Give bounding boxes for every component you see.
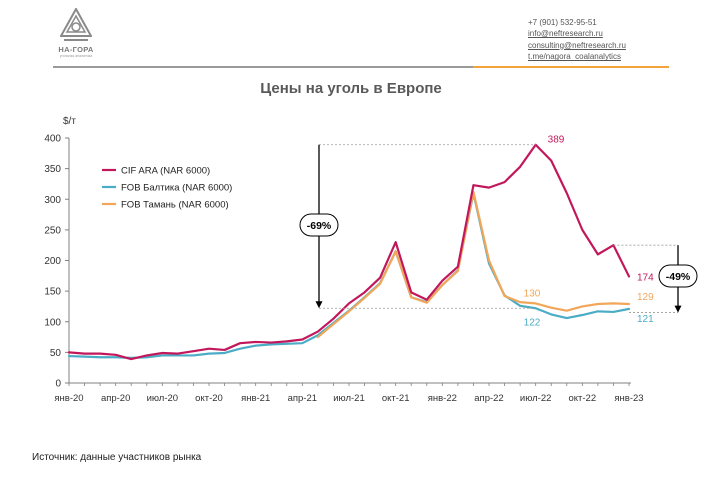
x-tick-label: апр-22: [474, 393, 503, 404]
y-tick-label: 0: [55, 379, 61, 390]
x-tick-label: янв-23: [614, 393, 643, 404]
data-label: 130: [524, 288, 541, 299]
y-tick-label: 200: [44, 256, 61, 267]
change-label-69: -69%: [307, 220, 332, 232]
arrow-head-69: [315, 301, 323, 309]
data-label: 389: [548, 135, 565, 146]
y-tick-label: 350: [44, 164, 61, 175]
arrow-head-49: [674, 305, 682, 313]
x-tick-label: янв-20: [54, 393, 83, 404]
series-line-taman: [316, 190, 631, 339]
header-rule-orange: [473, 66, 669, 68]
legend-label-baltic: FOB Балтика (NAR 6000): [121, 183, 232, 194]
x-tick-label: янв-21: [241, 393, 270, 404]
series-line-baltic: [67, 192, 631, 359]
contact-phone: +7 (901) 532-95-51: [528, 18, 597, 27]
x-tick-label: окт-21: [382, 393, 410, 404]
data-label: 121: [637, 314, 654, 325]
x-tick-label: окт-22: [569, 393, 597, 404]
y-tick-label: 50: [50, 348, 62, 359]
source-note: Источник: данные участников рынка: [32, 452, 202, 463]
change-badge-69: [299, 213, 339, 237]
chart-title: Цены на уголь в Европе: [260, 80, 442, 97]
data-label: 129: [637, 292, 654, 303]
legend-label-taman: FOB Тамань (NAR 6000): [121, 200, 229, 211]
logo-name: НА-ГОРА: [58, 45, 94, 54]
mountain-emblem-icon: [60, 8, 92, 41]
y-tick-label: 150: [44, 287, 61, 298]
y-tick-label: 300: [44, 195, 61, 206]
x-tick-label: янв-22: [428, 393, 457, 404]
brand-logo: НА-ГОРА угольная аналитика: [50, 8, 102, 66]
x-tick-label: июл-21: [333, 393, 365, 404]
contact-email-consulting[interactable]: consulting@neftresearch.ru: [528, 40, 626, 50]
change-label-49: -49%: [666, 271, 691, 283]
x-tick-label: апр-20: [101, 393, 130, 404]
x-tick-label: апр-21: [288, 393, 317, 404]
contacts-block: +7 (901) 532-95-51 info@neftresearch.ru …: [528, 17, 626, 63]
y-axis-label: $/т: [63, 116, 76, 127]
x-tick-label: июл-20: [147, 393, 179, 404]
y-tick-label: 250: [44, 225, 61, 236]
x-tick-label: июл-22: [520, 393, 552, 404]
logo-tagline: угольная аналитика: [59, 54, 93, 58]
data-label: 122: [524, 317, 541, 328]
contact-telegram[interactable]: t.me/nagora_coalanalytics: [528, 52, 621, 62]
y-tick-label: 400: [44, 134, 61, 145]
header-rule-gray: [53, 66, 473, 68]
change-badge-49: [658, 264, 698, 288]
x-tick-label: окт-20: [195, 393, 223, 404]
legend-label-cif: CIF ARA (NAR 6000): [121, 166, 210, 177]
contact-email-info[interactable]: info@neftresearch.ru: [528, 29, 603, 39]
series-line-cif: [67, 143, 631, 361]
y-tick-label: 100: [44, 317, 61, 328]
data-label: 174: [637, 272, 654, 283]
